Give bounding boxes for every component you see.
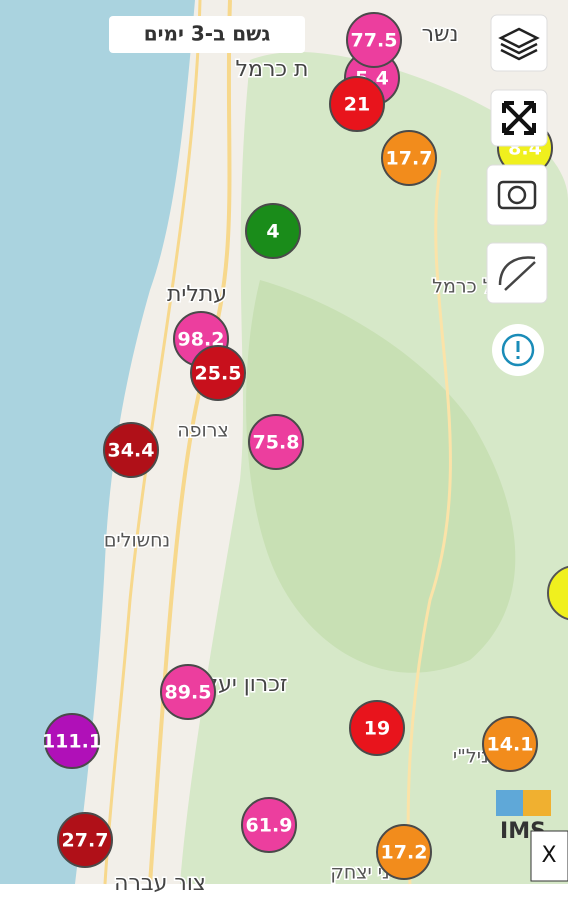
place-label: נשר bbox=[422, 22, 459, 47]
place-label: עתלית bbox=[167, 282, 227, 307]
marker-label: 14.1 bbox=[487, 734, 534, 756]
marker-label: 75.8 bbox=[253, 432, 300, 454]
marker bbox=[248, 414, 304, 470]
marker-label: 34.4 bbox=[108, 440, 155, 462]
measure-button[interactable] bbox=[486, 242, 548, 304]
marker bbox=[241, 797, 297, 853]
marker bbox=[190, 345, 246, 401]
road bbox=[406, 169, 452, 885]
marker-label: 89.5 bbox=[165, 682, 212, 704]
marker-label: 17.7 bbox=[386, 148, 433, 170]
title: גשם ב-3 ימים bbox=[144, 22, 271, 46]
marker-label: 111.1 bbox=[42, 731, 102, 753]
camera-button[interactable] bbox=[486, 164, 548, 226]
place-label: נחשולים bbox=[104, 530, 170, 552]
logo: IMS bbox=[496, 790, 551, 844]
marker-label: 25.5 bbox=[195, 363, 242, 385]
sea bbox=[0, 0, 195, 884]
marker-partial bbox=[547, 565, 568, 621]
title-box bbox=[109, 16, 305, 53]
fullscreen-button[interactable] bbox=[490, 89, 548, 147]
place-label: צור עברה bbox=[114, 871, 206, 896]
forest bbox=[246, 280, 516, 673]
marker bbox=[349, 700, 405, 756]
layers-button[interactable] bbox=[490, 14, 548, 72]
marker-label: 77.5 bbox=[351, 30, 398, 52]
marker bbox=[376, 824, 432, 880]
marker bbox=[346, 12, 402, 68]
marker bbox=[245, 203, 301, 259]
marker bbox=[103, 422, 159, 478]
place-label: זכרון יעק bbox=[203, 672, 288, 697]
marker bbox=[57, 812, 113, 868]
road bbox=[103, 0, 202, 885]
close-button[interactable] bbox=[530, 830, 568, 882]
marker-label: 61.9 bbox=[246, 815, 293, 837]
marker bbox=[381, 130, 437, 186]
info-button[interactable] bbox=[492, 324, 544, 376]
place-label: ת כרמל bbox=[236, 57, 309, 82]
place-label: צרופה bbox=[177, 420, 228, 442]
marker bbox=[482, 716, 538, 772]
marker-label: 98.2 bbox=[178, 329, 225, 351]
marker-label: 27.7 bbox=[62, 830, 109, 852]
marker-label: 4 bbox=[266, 221, 279, 243]
marker bbox=[329, 76, 385, 132]
marker-label: 21 bbox=[344, 94, 370, 116]
marker bbox=[44, 713, 100, 769]
marker-label: 17.2 bbox=[381, 842, 428, 864]
marker bbox=[160, 664, 216, 720]
marker-label: 19 bbox=[364, 718, 390, 740]
close-label: X bbox=[541, 843, 556, 868]
